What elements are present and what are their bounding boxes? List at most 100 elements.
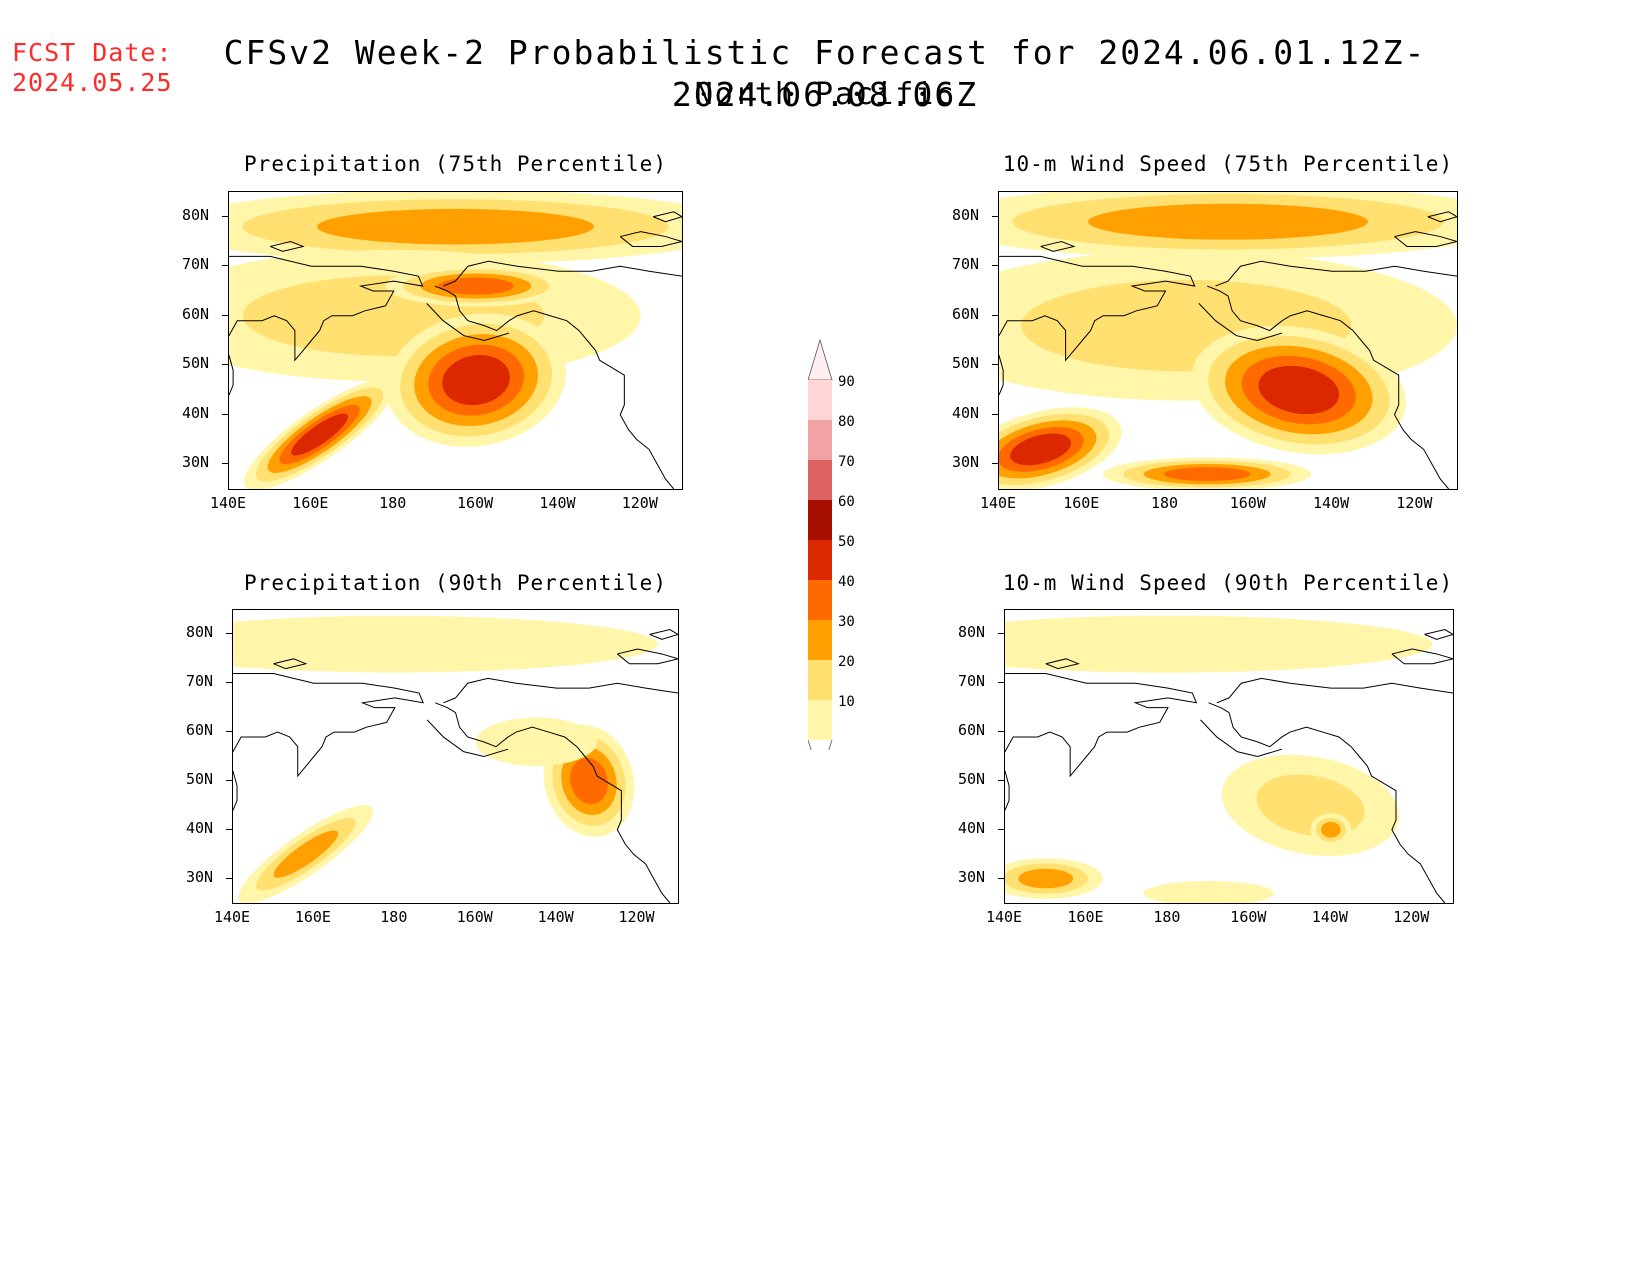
coastline-island bbox=[1394, 231, 1457, 247]
coastline-aleutians bbox=[1200, 719, 1283, 758]
lon-tick-label: 160W bbox=[1230, 908, 1267, 926]
lat-tick-mark bbox=[998, 682, 1004, 684]
lat-tick-label: 70N bbox=[958, 672, 986, 691]
lon-tick-label: 180 bbox=[1153, 908, 1181, 926]
lat-tick-label: 40N bbox=[958, 818, 986, 837]
coastline-island bbox=[1045, 658, 1080, 670]
lon-tick-label: 140E bbox=[209, 494, 247, 512]
coastline-north-america bbox=[1206, 285, 1450, 489]
colorbar-swatch bbox=[808, 420, 832, 460]
probability-contour bbox=[1088, 203, 1368, 240]
lat-tick-label: 60N bbox=[958, 721, 986, 740]
lat-tick-label: 70N bbox=[952, 255, 980, 274]
panel-title-wind-75: 10-m Wind Speed (75th Percentile) bbox=[1002, 152, 1454, 176]
colorbar-swatch bbox=[808, 620, 832, 660]
lon-tick-label: 180 bbox=[380, 908, 408, 926]
coastline-north-america bbox=[434, 285, 675, 489]
lon-tick-label: 120W bbox=[618, 908, 655, 926]
lon-tick-label: 160W bbox=[457, 494, 494, 512]
colorbar-swatch bbox=[808, 460, 832, 500]
colorbar-swatch bbox=[808, 500, 832, 540]
lat-tick-label: 50N bbox=[182, 354, 210, 373]
lon-tick-label: 160E bbox=[1067, 908, 1104, 926]
lon-tick-label: 160E bbox=[1063, 494, 1100, 512]
lat-tick-mark bbox=[992, 364, 998, 366]
forecast-date-value: 2024.05.25 bbox=[12, 68, 173, 97]
probability-contour bbox=[475, 717, 598, 767]
lat-tick-mark bbox=[226, 633, 232, 635]
colorbar-bottom-arrow bbox=[808, 739, 833, 750]
lat-tick-label: 30N bbox=[182, 453, 210, 472]
lat-tick-label: 70N bbox=[186, 672, 214, 691]
colorbar-label: 90 bbox=[838, 374, 855, 390]
lat-tick-label: 80N bbox=[958, 623, 986, 642]
lat-tick-label: 30N bbox=[952, 453, 980, 472]
lat-tick-mark bbox=[222, 463, 228, 465]
lat-tick-mark bbox=[992, 413, 998, 415]
panel-title-wind-90: 10-m Wind Speed (90th Percentile) bbox=[1002, 571, 1454, 595]
lat-tick-mark bbox=[222, 413, 228, 415]
lon-tick-label: 180 bbox=[379, 494, 407, 512]
lat-tick-label: 30N bbox=[958, 867, 986, 886]
lat-tick-mark bbox=[998, 731, 1004, 733]
probability-contour bbox=[273, 830, 339, 878]
coastline-arctic bbox=[1215, 260, 1457, 287]
coastline-asia bbox=[229, 255, 424, 396]
lat-tick-mark bbox=[222, 314, 228, 316]
coastline-aleutians bbox=[426, 303, 510, 342]
probability-contour bbox=[291, 413, 349, 456]
probability-contour bbox=[442, 354, 510, 406]
lat-tick-label: 50N bbox=[952, 354, 980, 373]
panel-title-precip-75: Precipitation (75th Percentile) bbox=[244, 152, 667, 176]
map-canvas bbox=[999, 192, 1457, 489]
lat-tick-label: 60N bbox=[952, 304, 980, 323]
lon-tick-label: 140W bbox=[539, 494, 576, 512]
colorbar-label: 20 bbox=[838, 654, 855, 670]
colorbar-swatch bbox=[808, 580, 832, 620]
probability-contour bbox=[233, 615, 658, 673]
probability-contour bbox=[1163, 467, 1251, 482]
lon-tick-label: 120W bbox=[1396, 494, 1433, 512]
map-canvas bbox=[229, 192, 682, 489]
main-title: CFSv2 Week-2 Probabilistic Forecast for … bbox=[223, 33, 1427, 114]
lat-tick-mark bbox=[992, 314, 998, 316]
lon-tick-label: 140E bbox=[979, 494, 1017, 512]
lon-tick-label: 140W bbox=[537, 908, 574, 926]
lat-tick-label: 60N bbox=[186, 721, 214, 740]
lat-tick-mark bbox=[226, 877, 232, 879]
lat-tick-mark bbox=[222, 364, 228, 366]
coastline-arctic bbox=[442, 260, 682, 287]
lat-tick-mark bbox=[222, 265, 228, 267]
coastline-island bbox=[649, 628, 678, 640]
region-subtitle: North Pacific bbox=[694, 77, 956, 112]
lat-tick-label: 80N bbox=[952, 205, 980, 224]
map-canvas bbox=[233, 615, 678, 903]
lat-tick-label: 40N bbox=[182, 403, 210, 422]
coastline-island bbox=[617, 648, 678, 665]
lat-tick-label: 40N bbox=[186, 818, 214, 837]
coastline-aleutians bbox=[426, 719, 509, 758]
probability-contour bbox=[317, 208, 594, 245]
lat-tick-mark bbox=[226, 731, 232, 733]
coastline-island bbox=[619, 231, 682, 247]
map-precip-90 bbox=[232, 609, 679, 904]
lon-tick-label: 120W bbox=[1393, 908, 1430, 926]
probability-contour bbox=[438, 277, 514, 295]
lon-tick-label: 140W bbox=[1311, 908, 1348, 926]
lon-tick-label: 160E bbox=[292, 494, 329, 512]
colorbar-swatch bbox=[808, 660, 832, 700]
coastline-north-america bbox=[1208, 702, 1446, 903]
lat-tick-mark bbox=[226, 828, 232, 830]
forecast-date-block: FCST Date: 2024.05.25 bbox=[12, 38, 173, 98]
lon-tick-label: 140W bbox=[1313, 494, 1350, 512]
lat-tick-mark bbox=[992, 265, 998, 267]
map-canvas bbox=[1005, 615, 1453, 903]
lat-tick-label: 70N bbox=[182, 255, 210, 274]
lat-tick-label: 80N bbox=[186, 623, 214, 642]
lat-tick-mark bbox=[226, 779, 232, 781]
probability-contour bbox=[1321, 821, 1341, 838]
lat-tick-mark bbox=[992, 463, 998, 465]
coastline-asia bbox=[233, 672, 424, 811]
map-precip-75 bbox=[228, 191, 683, 490]
colorbar-label: 60 bbox=[838, 494, 855, 510]
